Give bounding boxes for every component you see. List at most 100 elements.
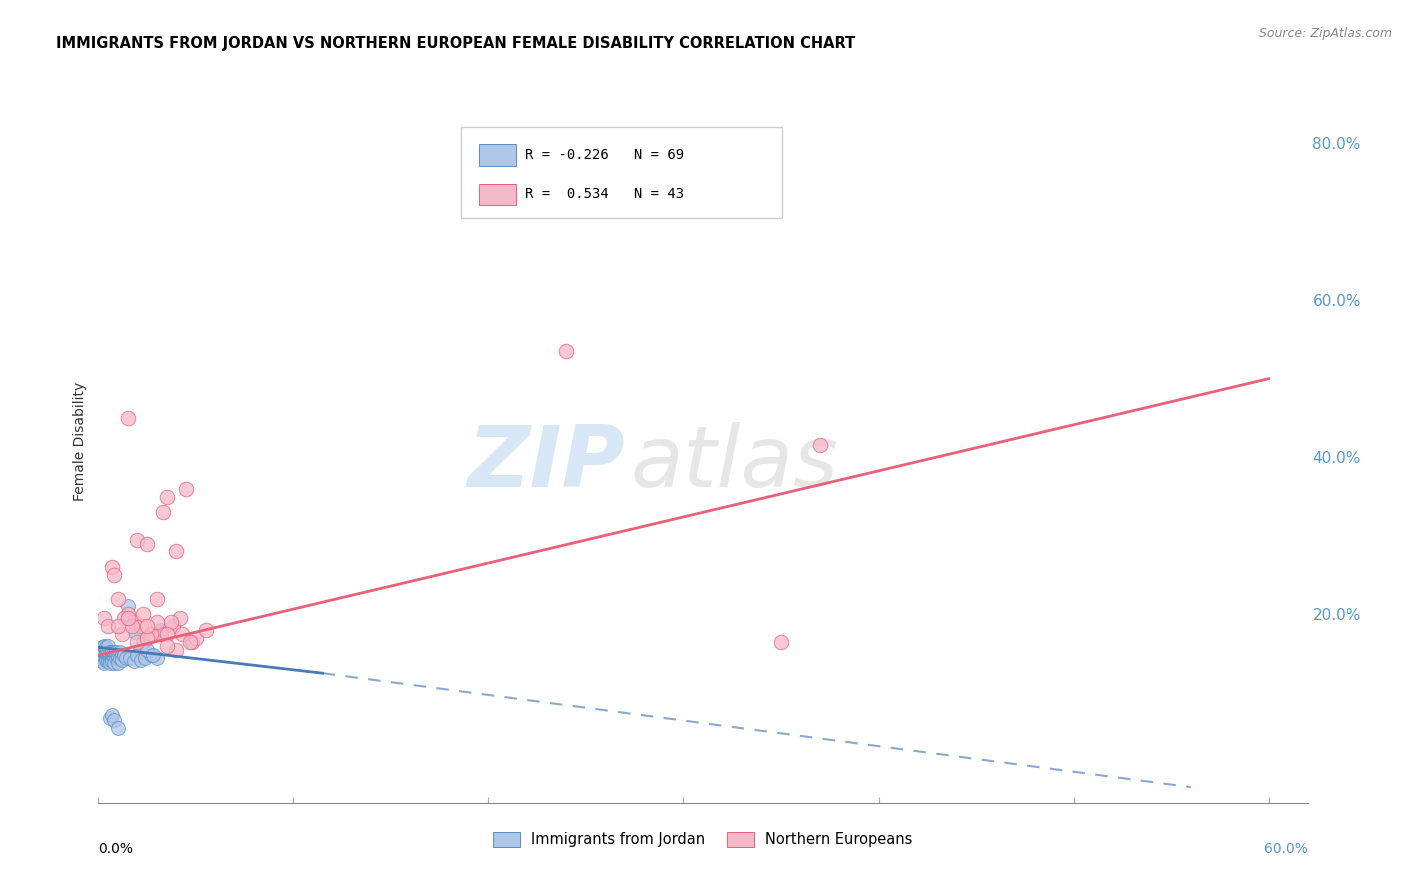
Point [108, 645, 131, 659]
Point [96, 640, 118, 655]
Point [165, 544, 187, 558]
Point [121, 619, 143, 633]
Point [89, 642, 111, 657]
Point [139, 648, 162, 662]
Point [117, 599, 139, 614]
Point [96, 653, 118, 667]
Point [97, 648, 120, 662]
Point [149, 623, 172, 637]
Point [114, 650, 136, 665]
Point [101, 650, 124, 665]
Point [98, 711, 121, 725]
Point [107, 591, 129, 606]
Point [91, 645, 114, 659]
FancyBboxPatch shape [479, 144, 516, 166]
Point [132, 635, 155, 649]
Point [97, 619, 120, 633]
Point [98, 645, 121, 659]
Point [93, 647, 115, 661]
Point [101, 707, 124, 722]
Point [97, 650, 120, 665]
Point [107, 721, 129, 735]
Point [97, 655, 120, 669]
Point [136, 536, 159, 550]
Point [142, 627, 165, 641]
Point [118, 650, 141, 665]
Point [179, 635, 201, 649]
Point [93, 650, 115, 665]
Point [146, 650, 169, 665]
Point [111, 653, 134, 667]
Text: Source: ZipAtlas.com: Source: ZipAtlas.com [1258, 27, 1392, 40]
Text: R =  0.534   N = 43: R = 0.534 N = 43 [526, 187, 685, 202]
Point [136, 642, 159, 657]
Point [93, 648, 115, 662]
Point [122, 615, 145, 630]
Point [108, 650, 131, 665]
Point [101, 560, 124, 574]
Point [156, 627, 179, 641]
Text: IMMIGRANTS FROM JORDAN VS NORTHERN EUROPEAN FEMALE DISABILITY CORRELATION CHART: IMMIGRANTS FROM JORDAN VS NORTHERN EUROP… [56, 36, 855, 51]
Point [162, 619, 184, 633]
Point [808, 438, 831, 452]
Point [103, 650, 125, 665]
Point [91, 648, 114, 662]
Point [165, 642, 187, 657]
Point [112, 611, 135, 625]
Point [181, 635, 204, 649]
Point [91, 650, 114, 665]
Point [93, 645, 115, 659]
Point [127, 648, 149, 662]
Point [89, 650, 111, 665]
Point [136, 631, 159, 645]
Text: 0.0%: 0.0% [98, 842, 134, 855]
Point [93, 652, 115, 666]
Point [96, 650, 118, 665]
Point [149, 627, 172, 641]
Point [127, 533, 149, 547]
Point [112, 648, 135, 662]
Point [555, 344, 578, 359]
Point [91, 640, 114, 655]
Point [103, 568, 125, 582]
Point [103, 645, 125, 659]
Point [93, 656, 115, 670]
Point [139, 627, 162, 641]
Point [101, 648, 124, 662]
Point [93, 639, 115, 653]
Point [146, 591, 169, 606]
Point [101, 645, 124, 659]
Point [103, 656, 125, 670]
Point [96, 648, 118, 662]
Point [117, 607, 139, 622]
Point [97, 639, 120, 653]
Point [769, 635, 792, 649]
Point [159, 615, 181, 630]
Point [89, 647, 111, 661]
Point [107, 648, 129, 662]
Point [107, 619, 129, 633]
Point [98, 648, 121, 662]
Point [104, 645, 127, 659]
Y-axis label: Female Disability: Female Disability [73, 382, 87, 501]
Point [152, 505, 174, 519]
Text: R = -0.226   N = 69: R = -0.226 N = 69 [526, 148, 685, 161]
Point [172, 627, 194, 641]
Point [111, 648, 134, 662]
Point [93, 611, 115, 625]
Text: 60.0%: 60.0% [1264, 842, 1308, 855]
Point [194, 623, 217, 637]
Point [169, 611, 191, 625]
Text: ZIP: ZIP [467, 422, 624, 505]
Point [103, 648, 125, 662]
Point [156, 490, 179, 504]
Point [117, 411, 139, 425]
Point [146, 615, 169, 630]
Point [98, 650, 121, 665]
Point [117, 611, 139, 625]
Point [136, 619, 159, 633]
Point [89, 648, 111, 662]
Point [101, 655, 124, 669]
Point [131, 619, 153, 633]
Point [98, 656, 121, 670]
